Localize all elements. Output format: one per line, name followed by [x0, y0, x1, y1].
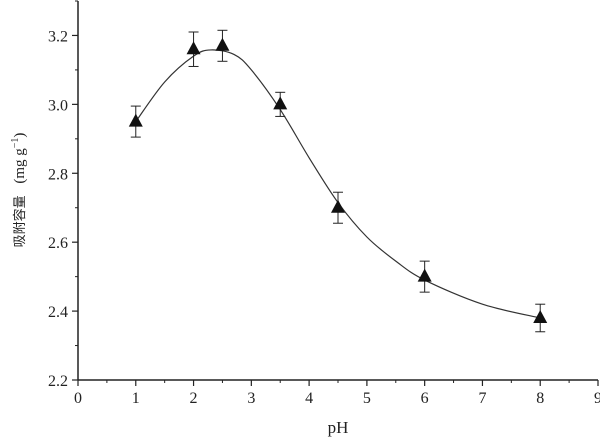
x-tick-label: 6	[421, 390, 429, 407]
x-tick-label: 3	[247, 390, 255, 407]
triangle-marker	[186, 41, 201, 55]
data-point	[273, 91, 288, 117]
y-tick-label: 3.0	[48, 97, 68, 114]
triangle-marker	[273, 96, 288, 110]
x-tick-label: 5	[363, 390, 371, 407]
x-tick-label: 9	[594, 390, 600, 407]
data-point	[215, 29, 230, 62]
x-tick-label: 1	[132, 390, 140, 407]
data-point	[128, 105, 143, 138]
x-axis-label: pH	[328, 418, 349, 437]
data-point	[533, 303, 548, 333]
axes: 0 1 2 3 4 5 6 7 8 9 2.2 2.4 2.6 2.8 3.0 3.2	[48, 0, 600, 407]
y-tick-label: 2.6	[48, 235, 68, 252]
x-tick-label: 4	[305, 390, 313, 407]
x-tick-label: 2	[190, 390, 198, 407]
x-tick-label: 0	[74, 390, 82, 407]
triangle-marker	[215, 37, 230, 51]
data-point	[331, 191, 345, 224]
y-tick-label: 2.8	[48, 166, 68, 183]
y-axis-label-group: 吸附容量 (mg g−1)	[10, 133, 28, 248]
triangle-marker	[417, 268, 432, 282]
y-axis-label-unit: (mg g	[12, 148, 28, 184]
y-axis-label-unit-close: )	[12, 133, 28, 138]
data-point	[417, 260, 432, 293]
triangle-marker	[128, 113, 143, 127]
y-axis-label-text: 吸附容量	[12, 195, 28, 247]
y-tick-label: 3.2	[48, 28, 68, 45]
y-tick-label: 2.2	[48, 373, 68, 390]
fit-curve-layer	[135, 49, 541, 319]
x-tick-label: 7	[478, 390, 486, 407]
points-layer	[128, 29, 548, 333]
y-tick-label: 2.4	[48, 304, 68, 321]
x-tick-label: 8	[536, 390, 544, 407]
data-point	[186, 31, 201, 67]
fit-curve	[135, 49, 541, 319]
y-axis-label-unit-sup: −1	[10, 138, 21, 149]
triangle-marker	[331, 199, 345, 213]
y-axis-label: 吸附容量 (mg g−1)	[10, 133, 28, 248]
triangle-marker	[533, 309, 548, 323]
